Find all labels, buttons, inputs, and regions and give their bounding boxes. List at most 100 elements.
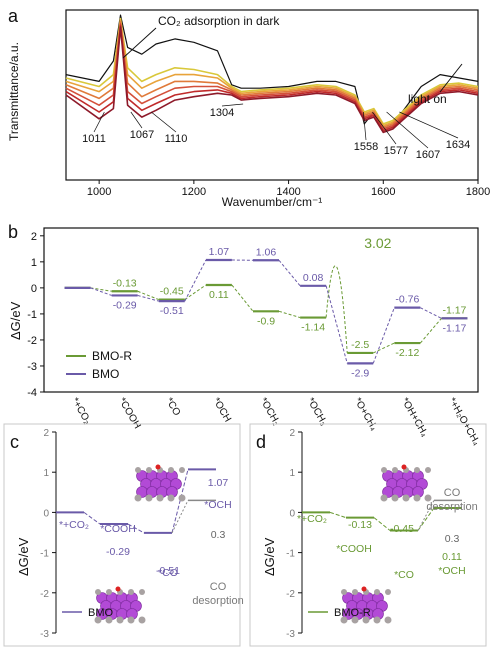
annotation-arrow-light-on [439,63,463,93]
step-value-label: 1.07 [208,477,229,489]
step-label-desorption: desorption [426,501,477,513]
y-axis-title-a: Transmittance/a.u. [7,42,21,141]
legend-label-c: BMO [88,607,114,619]
adsorbate-atom [155,464,161,470]
energy-value-label: -1.14 [301,322,325,334]
crystal-structure-icon [340,586,392,624]
energy-value-label: 1.07 [209,246,230,258]
y-tick-label-b: 2 [31,231,37,243]
y-tick-label-b: -1 [27,309,37,321]
y-tick-label-c: -3 [40,629,49,640]
energy-connector-step [329,511,347,519]
y-tick-label-d: 0 [289,508,295,519]
y-tick-label-d: -3 [286,629,295,640]
x-category-label: *+H₂O+CH₄ [446,396,482,447]
crystal-atom [340,616,348,624]
crystal-atom [391,494,399,502]
peak-leader-line [372,111,397,145]
energy-connector-BMO-R [184,284,207,300]
panel-frame-c [3,423,241,647]
energy-connector-BMO [137,294,159,302]
energy-connector-BMO [278,259,301,287]
x-category-label: *OH+CH₄ [399,396,430,439]
energy-value-label: -0.76 [395,294,419,306]
peak-label: 1577 [384,145,408,157]
step-label-desorption: CO [210,581,227,593]
panel-label-c: c [10,432,19,452]
peak-label: 1634 [446,139,470,151]
energy-connector-BMO-R [137,290,159,301]
energy-value-label: -0.13 [113,277,137,289]
crystal-atom [146,467,152,473]
step-label-desorption: desorption [192,595,243,607]
step-label: *CO [394,569,414,581]
peak-leader-line [93,111,105,133]
plot-frame-b [43,227,479,393]
peak-leader-line [130,111,143,129]
panel-label-d: d [256,432,266,452]
ftir-series-line [65,21,479,129]
crystal-atom [128,589,134,595]
ftir-series-group [65,14,479,134]
energy-value-label: -1.17 [442,304,466,316]
panel-label-b: b [8,222,18,242]
y-tick-label-c: -2 [40,589,49,600]
crystal-atom [413,494,421,502]
y-tick-label-d: 1 [289,468,295,479]
step-value-label: 0.11 [442,551,462,563]
ftir-series-line [65,22,479,130]
peak-leader-line [151,111,177,133]
y-axis-title-b: ΔG/eV [8,301,23,340]
panel-label-a: a [8,6,19,26]
energy-connector-BMO [420,307,442,319]
y-tick-label-c: 2 [43,428,49,439]
energy-connector-step [417,507,435,531]
x-axis-title-a: Wavenumber/cm⁻¹ [222,195,323,209]
peak-leader-line [363,111,367,141]
crystal-atom [178,494,186,502]
energy-connector-BMO-R [419,318,442,344]
adsorbate-atom [401,464,407,470]
step-label-desorption: CO [444,487,461,499]
crystal-atom [145,494,153,502]
step-label: *COOH [336,543,372,555]
x-tick-label-a: 1400 [276,186,300,198]
energy-value-label: -0.9 [257,315,275,327]
crystal-atom [380,494,388,502]
crystal-atom [95,589,101,595]
legend-label-d: BMO-R [334,607,371,619]
legend-label: BMO-R [92,349,132,363]
peak-label: 1558 [354,141,378,153]
energy-value-label: 1.06 [256,246,277,258]
peak-leader-line [386,111,429,149]
x-category-label: *+CO₂ [69,396,93,426]
y-axis-title-c: ΔG/eV [16,537,31,576]
energy-value-label: 0.11 [209,289,229,301]
y-tick-label-d: 2 [289,428,295,439]
crystal-atom [127,616,135,624]
x-category-label: *OCH₂ [257,396,282,428]
crystal-atom [341,589,347,595]
energy-connector-step [127,523,145,534]
crystal-atom [381,467,387,473]
crystal-atom [168,467,174,473]
barrier-value-label: 3.02 [364,235,391,251]
crystal-atom [402,494,410,502]
energy-connector-step [83,511,101,525]
energy-connector-BMO [372,307,395,364]
crystal-atom [139,589,145,595]
energy-connector-BMO [325,285,348,364]
step-label: *+CO₂ [297,513,327,525]
crystal-atom [385,589,391,595]
legend-label: BMO [92,367,119,381]
step-label: *COOH [100,523,136,535]
ftir-series-line [65,24,479,132]
crystal-atom [138,616,146,624]
energy-connector-step [373,517,391,531]
x-category-label: *O+CH₄ [352,396,380,433]
energy-value-label: -0.45 [160,286,184,298]
crystal-atom [351,616,359,624]
step-value-label: 0.3 [445,533,460,545]
y-tick-label-c: 0 [43,508,49,519]
